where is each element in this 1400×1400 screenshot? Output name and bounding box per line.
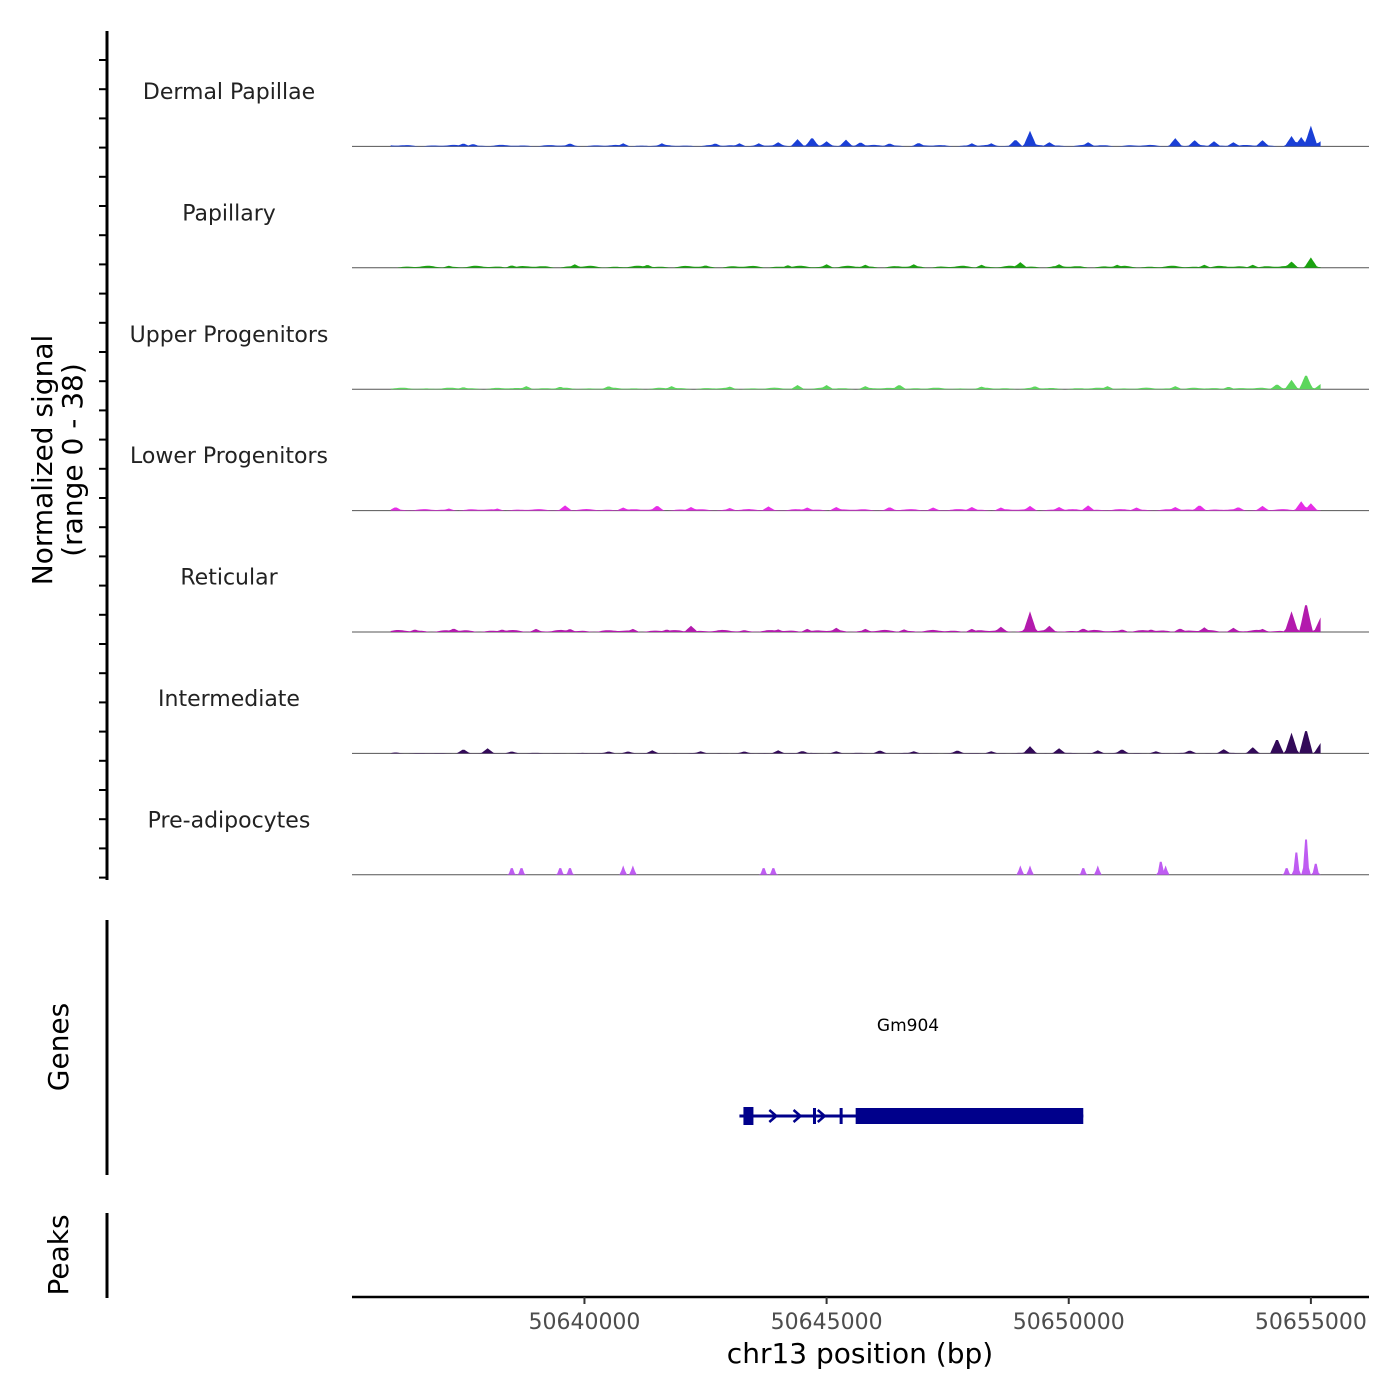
gene-exon bbox=[743, 1107, 754, 1125]
track-pre-adipocytes: Pre-adipocytes bbox=[148, 808, 1369, 876]
signal-area bbox=[390, 839, 1321, 875]
genes-track-title: Genes bbox=[42, 1003, 75, 1091]
track-label: Dermal Papillae bbox=[143, 80, 315, 105]
track-upper-progenitors: Upper Progenitors bbox=[130, 323, 1369, 390]
x-tick-label: 50655000 bbox=[1255, 1310, 1367, 1335]
gene-coding-block bbox=[855, 1108, 1084, 1124]
track-label: Reticular bbox=[180, 566, 278, 591]
track-lower-progenitors: Lower Progenitors bbox=[130, 444, 1369, 512]
signal-area bbox=[390, 125, 1321, 147]
signal-area bbox=[390, 257, 1321, 268]
track-papillary: Papillary bbox=[182, 201, 1369, 269]
gene-exon bbox=[812, 1108, 816, 1124]
y-axis-title: Normalized signal bbox=[26, 335, 59, 586]
gene-strand-arrow bbox=[792, 1109, 803, 1123]
signal-area bbox=[390, 731, 1321, 754]
track-reticular: Reticular bbox=[180, 566, 1369, 633]
track-label: Intermediate bbox=[158, 687, 300, 712]
track-label: Pre-adipocytes bbox=[148, 808, 311, 833]
coverage-tracks: Dermal Papillae Papillary Upper Progenitor… bbox=[130, 80, 1369, 876]
signal-area bbox=[390, 375, 1321, 390]
peaks-track-title: Peaks bbox=[42, 1214, 75, 1295]
x-tick-label: 50650000 bbox=[1013, 1310, 1125, 1335]
y-axis-subtitle: (range 0 - 38) bbox=[56, 363, 89, 557]
signal-area bbox=[390, 501, 1321, 511]
track-dermal-papillae: Dermal Papillae bbox=[143, 80, 1369, 147]
x-axis-title: chr13 position (bp) bbox=[727, 1337, 993, 1370]
coverage-y-ticks bbox=[99, 59, 107, 879]
track-label: Papillary bbox=[182, 201, 276, 226]
gene-exon bbox=[839, 1108, 843, 1124]
x-tick-label: 50640000 bbox=[528, 1310, 640, 1335]
track-intermediate: Intermediate bbox=[158, 687, 1369, 754]
gene-label: Gm904 bbox=[877, 1016, 939, 1036]
track-label: Upper Progenitors bbox=[130, 323, 329, 348]
track-label: Lower Progenitors bbox=[130, 444, 328, 469]
gene-model bbox=[739, 1107, 1084, 1125]
gene-strand-arrow bbox=[816, 1109, 827, 1123]
x-tick-label: 50645000 bbox=[771, 1310, 883, 1335]
signal-area bbox=[390, 605, 1321, 632]
x-axis-ticks: 50640000 50645000 50650000 50655000 bbox=[528, 1297, 1367, 1335]
gene-strand-arrow bbox=[768, 1109, 779, 1123]
